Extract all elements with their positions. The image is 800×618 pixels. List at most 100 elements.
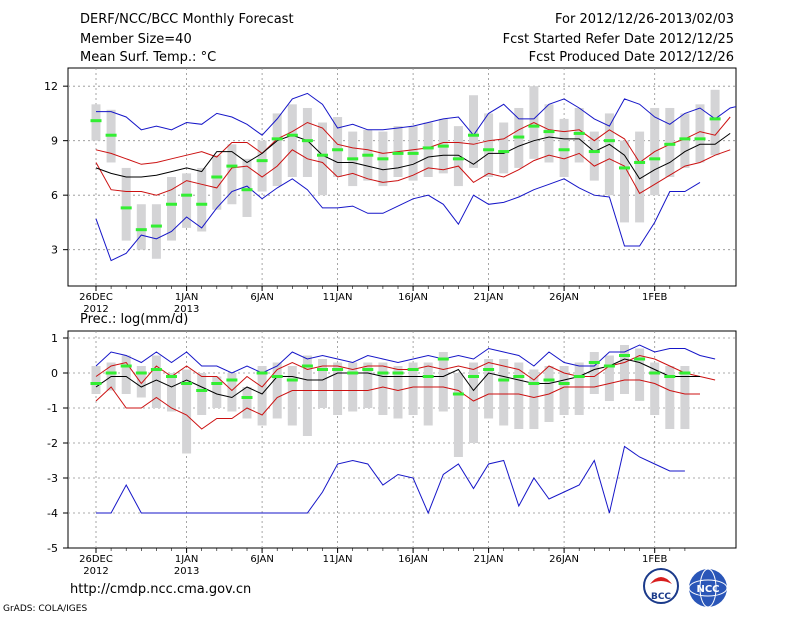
ensemble-box (499, 122, 509, 174)
ensemble-box (453, 373, 463, 457)
ensemble-box (378, 362, 388, 415)
ncc-logo-text: NCC (696, 584, 719, 595)
ensemble-box (227, 144, 237, 205)
ensemble-box (469, 95, 478, 168)
ensemble-box (665, 107, 675, 177)
ensemble-box (710, 89, 720, 156)
x-tick-label: 16JAN (398, 292, 428, 303)
footer-url[interactable]: http://cmdp.ncc.cma.gov.cn (70, 582, 252, 597)
bcc-logo: BCC (643, 568, 679, 604)
x-tick-label: 26JAN (549, 292, 579, 303)
x-tick-label: 16JAN (398, 554, 428, 565)
ensemble-box (197, 373, 207, 415)
ensemble-box (514, 362, 524, 429)
ensemble-box (589, 131, 599, 181)
ensemble-box (620, 345, 629, 394)
ensemble-box (453, 126, 463, 187)
y-tick-label: -2 (47, 437, 58, 450)
max-line (96, 92, 736, 137)
ensemble-box (257, 366, 267, 426)
ensemble-box (604, 355, 614, 401)
lower-line (95, 379, 700, 430)
x-tick-label: 21JAN (474, 292, 504, 303)
ensemble-box (136, 366, 146, 398)
ensemble-box (680, 366, 690, 429)
grads-credit: GrADS: COLA/IGES (3, 604, 88, 614)
ncc-logo-orbit (688, 579, 728, 597)
y-tick-label: -5 (47, 542, 58, 555)
ensemble-box (121, 167, 131, 241)
y-tick-label: 12 (44, 80, 58, 93)
ensemble-box (272, 113, 282, 187)
bcc-logo-ring (643, 568, 679, 604)
ensemble-box (121, 355, 131, 394)
ensemble-box (333, 117, 343, 177)
ensemble-box (469, 362, 478, 443)
x-tick-sublabel: 2012 (83, 304, 108, 315)
max-line (95, 344, 716, 374)
variable-label: Mean Surf. Temp.: °C (80, 50, 217, 65)
ensemble-box (318, 359, 327, 408)
mean-line (95, 358, 700, 399)
ncc-logo-globe (689, 569, 727, 607)
x-tick-sublabel: 2013 (174, 304, 199, 315)
ensemble-box (151, 355, 161, 408)
x-tick-label: 26JAN (549, 554, 579, 565)
ensemble-box (695, 104, 705, 163)
x-tick-label: 21JAN (474, 554, 504, 565)
ensemble-box (484, 359, 494, 419)
mean-line (95, 132, 731, 180)
min-line (95, 178, 701, 262)
ensemble-box (635, 131, 645, 223)
ensemble-box (242, 387, 252, 419)
x-tick-label: 1FEB (642, 554, 667, 565)
ensemble-box (408, 362, 418, 415)
ensemble-box (197, 167, 207, 232)
x-tick-label: 26DEC (79, 292, 113, 303)
ensemble-box (91, 104, 101, 141)
ensemble-box (242, 158, 252, 217)
ensemble-box (227, 373, 237, 412)
y-tick-label: 9 (51, 135, 58, 148)
y-tick-label: 3 (51, 244, 58, 257)
ensemble-box (302, 107, 312, 177)
min-line (96, 445, 685, 515)
ensemble-box (287, 104, 297, 177)
ensemble-box (333, 362, 343, 415)
ncc-logo: NCC (688, 568, 728, 608)
ensemble-box (136, 204, 146, 250)
ensemble-box (635, 348, 645, 401)
bcc-logo-swoosh (650, 577, 672, 584)
ensemble-box (559, 118, 569, 177)
forecast-produced-date: Fcst Produced Date 2012/12/26 (528, 50, 734, 65)
ensemble-box (620, 140, 629, 223)
y-tick-label: 1 (51, 332, 58, 345)
y-tick-label: 0 (51, 367, 58, 380)
x-tick-label: 11JAN (323, 292, 353, 303)
ensemble-box (182, 173, 192, 228)
member-size: Member Size=40 (80, 32, 192, 47)
ensemble-box (650, 362, 660, 415)
ensemble-box (665, 366, 675, 429)
ensemble-box (559, 366, 569, 415)
x-tick-label: 1JAN (175, 292, 198, 303)
ensemble-box (484, 113, 494, 177)
ncc-logo-meridian (699, 568, 717, 608)
ensemble-box (544, 104, 554, 163)
ensemble-box (348, 362, 358, 412)
ensemble-box (438, 352, 448, 412)
ensemble-box (151, 204, 161, 259)
ensemble-box (423, 122, 433, 177)
x-tick-label: 1JAN (175, 554, 198, 565)
ensemble-box (589, 352, 599, 394)
lower-line (95, 149, 731, 196)
ensemble-box (574, 107, 584, 163)
y-tick-label: -3 (47, 472, 58, 485)
x-tick-label: 1FEB (642, 292, 667, 303)
ensemble-box (574, 362, 584, 415)
ensemble-box (529, 369, 539, 429)
upper-line (95, 116, 731, 165)
x-tick-sublabel: 2012 (83, 566, 108, 577)
